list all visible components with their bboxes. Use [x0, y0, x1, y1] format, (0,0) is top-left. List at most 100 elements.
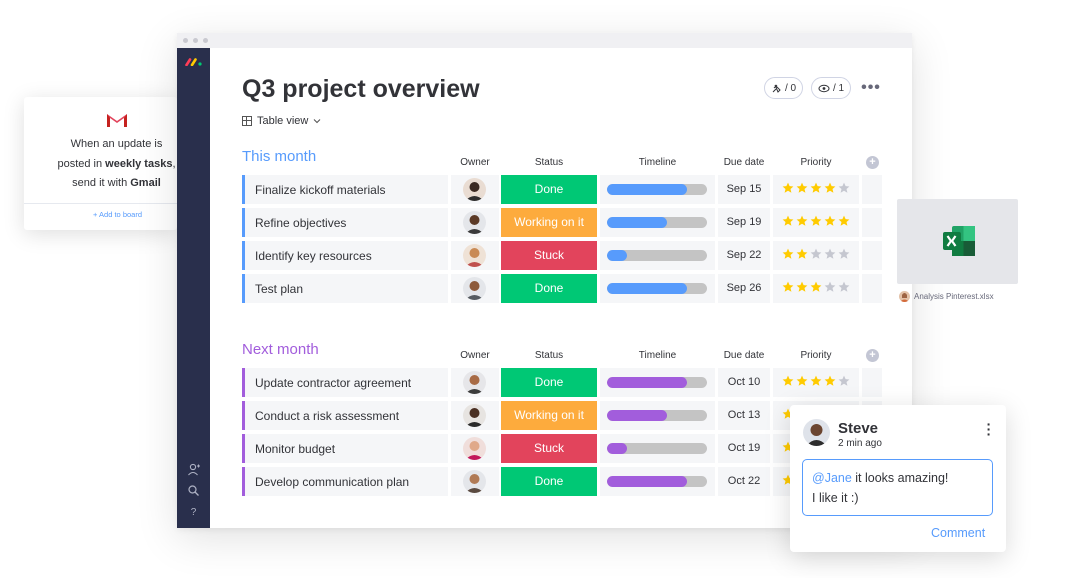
star-icon[interactable] [810, 182, 822, 194]
owner-cell[interactable] [451, 467, 499, 496]
due-date-cell[interactable]: Sep 26 [718, 274, 770, 303]
group-title[interactable]: This month [242, 148, 317, 165]
star-icon[interactable] [838, 215, 850, 227]
comment-input[interactable]: @Jane it looks amazing! I like it :) [802, 459, 993, 516]
due-date-cell[interactable]: Oct 13 [718, 401, 770, 430]
group-title[interactable]: Next month [242, 341, 319, 358]
status-label[interactable]: Stuck [501, 241, 597, 270]
owner-cell[interactable] [451, 274, 499, 303]
owner-cell[interactable] [451, 368, 499, 397]
priority-cell[interactable] [773, 175, 859, 204]
item-name-cell[interactable]: Monitor budget [242, 434, 448, 463]
star-icon[interactable] [810, 281, 822, 293]
status-label[interactable]: Done [501, 368, 597, 397]
timeline-cell[interactable] [600, 274, 715, 303]
star-icon[interactable] [796, 182, 808, 194]
column-header-status[interactable]: Status [534, 350, 564, 361]
mention[interactable]: @Jane [812, 471, 852, 485]
owner-cell[interactable] [451, 208, 499, 237]
due-date-cell[interactable]: Sep 22 [718, 241, 770, 270]
owner-cell[interactable] [451, 401, 499, 430]
timeline-cell[interactable] [600, 175, 715, 204]
column-header-status[interactable]: Status [534, 157, 564, 168]
item-name-cell[interactable]: Test plan [242, 274, 448, 303]
column-header-owner[interactable]: Owner [460, 157, 490, 168]
star-icon[interactable] [838, 248, 850, 260]
owner-cell[interactable] [451, 434, 499, 463]
viewers-button[interactable]: / 1 [811, 77, 851, 99]
help-icon[interactable]: ? [190, 507, 197, 518]
item-name-cell[interactable]: Refine objectives [242, 208, 448, 237]
star-icon[interactable] [782, 375, 794, 387]
status-label[interactable]: Working on it [501, 208, 597, 237]
avatar [463, 178, 486, 201]
owner-cell[interactable] [451, 241, 499, 270]
timeline-cell[interactable] [600, 208, 715, 237]
status-label[interactable]: Done [501, 274, 597, 303]
item-name-cell[interactable]: Finalize kickoff materials [242, 175, 448, 204]
more-vertical-icon[interactable]: · · · [986, 416, 992, 442]
status-label[interactable]: Done [501, 467, 597, 496]
due-date-cell[interactable]: Sep 15 [718, 175, 770, 204]
timeline-cell[interactable] [600, 401, 715, 430]
file-attachment-row[interactable]: Analysis Pinterest.xlsx [899, 291, 994, 302]
add-to-board-link[interactable]: + Add to board [93, 210, 142, 219]
search-icon[interactable] [186, 483, 201, 498]
user-icon[interactable] [186, 462, 201, 477]
star-icon[interactable] [782, 182, 794, 194]
priority-cell[interactable] [773, 241, 859, 270]
timeline-cell[interactable] [600, 241, 715, 270]
timeline-cell[interactable] [600, 467, 715, 496]
due-date-cell[interactable]: Oct 10 [718, 368, 770, 397]
item-name-cell[interactable]: Identify key resources [242, 241, 448, 270]
star-icon[interactable] [838, 375, 850, 387]
item-name: Develop communication plan [255, 475, 410, 489]
comment-button[interactable]: Comment [931, 526, 986, 540]
column-header-due-date[interactable]: Due date [723, 350, 765, 361]
star-icon[interactable] [824, 182, 836, 194]
timeline-cell[interactable] [600, 368, 715, 397]
add-column-icon[interactable]: + [866, 156, 879, 169]
star-icon[interactable] [782, 248, 794, 260]
more-icon[interactable]: ••• [861, 79, 881, 96]
star-icon[interactable] [810, 375, 822, 387]
activity-button[interactable]: / 0 [764, 77, 803, 99]
status-label[interactable]: Done [501, 175, 597, 204]
item-name-cell[interactable]: Conduct a risk assessment [242, 401, 448, 430]
priority-cell[interactable] [773, 368, 859, 397]
star-icon[interactable] [796, 281, 808, 293]
item-name-cell[interactable]: Update contractor agreement [242, 368, 448, 397]
add-column-icon[interactable]: + [866, 349, 879, 362]
star-icon[interactable] [824, 248, 836, 260]
due-date-cell[interactable]: Oct 22 [718, 467, 770, 496]
priority-cell[interactable] [773, 274, 859, 303]
star-icon[interactable] [824, 281, 836, 293]
item-name-cell[interactable]: Develop communication plan [242, 467, 448, 496]
star-icon[interactable] [796, 215, 808, 227]
star-icon[interactable] [810, 215, 822, 227]
column-header-timeline[interactable]: Timeline [638, 157, 677, 168]
monday-logo-icon[interactable] [185, 58, 203, 66]
priority-cell[interactable] [773, 208, 859, 237]
star-icon[interactable] [782, 215, 794, 227]
star-icon[interactable] [782, 281, 794, 293]
star-icon[interactable] [796, 375, 808, 387]
owner-cell[interactable] [451, 175, 499, 204]
column-header-priority[interactable]: Priority [800, 350, 832, 361]
view-selector[interactable]: Table view [242, 113, 321, 129]
star-icon[interactable] [810, 248, 822, 260]
status-label[interactable]: Working on it [501, 401, 597, 430]
timeline-cell[interactable] [600, 434, 715, 463]
star-icon[interactable] [824, 375, 836, 387]
star-icon[interactable] [838, 182, 850, 194]
column-header-owner[interactable]: Owner [460, 350, 490, 361]
status-label[interactable]: Stuck [501, 434, 597, 463]
column-header-due-date[interactable]: Due date [723, 157, 765, 168]
due-date-cell[interactable]: Oct 19 [718, 434, 770, 463]
star-icon[interactable] [796, 248, 808, 260]
due-date-cell[interactable]: Sep 19 [718, 208, 770, 237]
column-header-timeline[interactable]: Timeline [638, 350, 677, 361]
column-header-priority[interactable]: Priority [800, 157, 832, 168]
star-icon[interactable] [824, 215, 836, 227]
star-icon[interactable] [838, 281, 850, 293]
